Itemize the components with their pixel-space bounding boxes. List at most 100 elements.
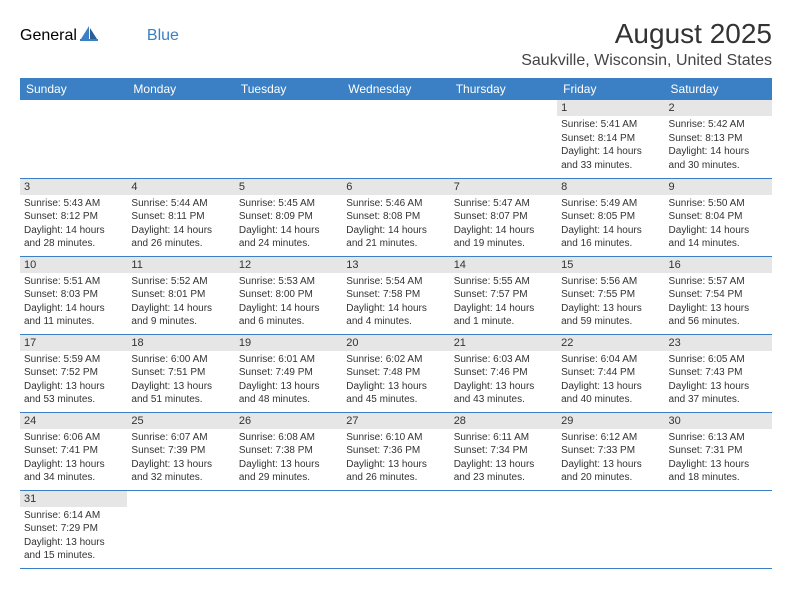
day-details: Sunrise: 6:10 AMSunset: 7:36 PMDaylight:… <box>342 429 449 489</box>
sunrise-line: Sunrise: 5:51 AM <box>24 275 123 289</box>
daylight-line: Daylight: 14 hours and 1 minute. <box>454 302 553 329</box>
calendar-cell: 10Sunrise: 5:51 AMSunset: 8:03 PMDayligh… <box>20 256 127 334</box>
sunrise-line: Sunrise: 5:43 AM <box>24 197 123 211</box>
day-number: 29 <box>557 413 664 429</box>
sunset-line: Sunset: 7:39 PM <box>131 444 230 458</box>
weekday-header: Tuesday <box>235 78 342 100</box>
sunrise-line: Sunrise: 6:12 AM <box>561 431 660 445</box>
day-details: Sunrise: 5:43 AMSunset: 8:12 PMDaylight:… <box>20 195 127 255</box>
calendar-cell <box>450 100 557 178</box>
sunset-line: Sunset: 8:11 PM <box>131 210 230 224</box>
location-text: Saukville, Wisconsin, United States <box>521 52 772 70</box>
sunrise-line: Sunrise: 5:53 AM <box>239 275 338 289</box>
day-number: 15 <box>557 257 664 273</box>
daylight-line: Daylight: 14 hours and 28 minutes. <box>24 224 123 251</box>
sunrise-line: Sunrise: 6:07 AM <box>131 431 230 445</box>
day-details: Sunrise: 6:13 AMSunset: 7:31 PMDaylight:… <box>665 429 772 489</box>
sunrise-line: Sunrise: 5:57 AM <box>669 275 768 289</box>
day-details: Sunrise: 6:00 AMSunset: 7:51 PMDaylight:… <box>127 351 234 411</box>
daylight-line: Daylight: 14 hours and 4 minutes. <box>346 302 445 329</box>
calendar-cell: 8Sunrise: 5:49 AMSunset: 8:05 PMDaylight… <box>557 178 664 256</box>
sunset-line: Sunset: 7:49 PM <box>239 366 338 380</box>
calendar-cell: 7Sunrise: 5:47 AMSunset: 8:07 PMDaylight… <box>450 178 557 256</box>
daylight-line: Daylight: 13 hours and 56 minutes. <box>669 302 768 329</box>
day-details: Sunrise: 6:11 AMSunset: 7:34 PMDaylight:… <box>450 429 557 489</box>
daylight-line: Daylight: 14 hours and 19 minutes. <box>454 224 553 251</box>
sunrise-line: Sunrise: 5:45 AM <box>239 197 338 211</box>
calendar-cell: 26Sunrise: 6:08 AMSunset: 7:38 PMDayligh… <box>235 412 342 490</box>
day-details: Sunrise: 6:14 AMSunset: 7:29 PMDaylight:… <box>20 507 127 567</box>
day-number: 30 <box>665 413 772 429</box>
day-details: Sunrise: 6:08 AMSunset: 7:38 PMDaylight:… <box>235 429 342 489</box>
sunset-line: Sunset: 8:00 PM <box>239 288 338 302</box>
sunset-line: Sunset: 7:34 PM <box>454 444 553 458</box>
sunrise-line: Sunrise: 5:59 AM <box>24 353 123 367</box>
sunset-line: Sunset: 7:46 PM <box>454 366 553 380</box>
sunset-line: Sunset: 8:03 PM <box>24 288 123 302</box>
calendar-cell: 19Sunrise: 6:01 AMSunset: 7:49 PMDayligh… <box>235 334 342 412</box>
daylight-line: Daylight: 13 hours and 59 minutes. <box>561 302 660 329</box>
day-details: Sunrise: 5:50 AMSunset: 8:04 PMDaylight:… <box>665 195 772 255</box>
sunrise-line: Sunrise: 6:11 AM <box>454 431 553 445</box>
day-number: 20 <box>342 335 449 351</box>
calendar-week-row: 3Sunrise: 5:43 AMSunset: 8:12 PMDaylight… <box>20 178 772 256</box>
calendar-cell: 24Sunrise: 6:06 AMSunset: 7:41 PMDayligh… <box>20 412 127 490</box>
logo-text-a: General <box>20 27 77 45</box>
day-number: 4 <box>127 179 234 195</box>
sunrise-line: Sunrise: 5:55 AM <box>454 275 553 289</box>
sunset-line: Sunset: 7:54 PM <box>669 288 768 302</box>
day-number: 2 <box>665 100 772 116</box>
day-details: Sunrise: 5:51 AMSunset: 8:03 PMDaylight:… <box>20 273 127 333</box>
calendar-cell <box>235 100 342 178</box>
day-details: Sunrise: 6:01 AMSunset: 7:49 PMDaylight:… <box>235 351 342 411</box>
calendar-cell: 25Sunrise: 6:07 AMSunset: 7:39 PMDayligh… <box>127 412 234 490</box>
day-number: 23 <box>665 335 772 351</box>
weekday-header: Wednesday <box>342 78 449 100</box>
calendar-cell: 16Sunrise: 5:57 AMSunset: 7:54 PMDayligh… <box>665 256 772 334</box>
sunset-line: Sunset: 7:52 PM <box>24 366 123 380</box>
day-number: 13 <box>342 257 449 273</box>
calendar-cell: 2Sunrise: 5:42 AMSunset: 8:13 PMDaylight… <box>665 100 772 178</box>
daylight-line: Daylight: 13 hours and 34 minutes. <box>24 458 123 485</box>
sunrise-line: Sunrise: 6:02 AM <box>346 353 445 367</box>
calendar-cell: 23Sunrise: 6:05 AMSunset: 7:43 PMDayligh… <box>665 334 772 412</box>
calendar-cell: 17Sunrise: 5:59 AMSunset: 7:52 PMDayligh… <box>20 334 127 412</box>
daylight-line: Daylight: 13 hours and 53 minutes. <box>24 380 123 407</box>
day-details: Sunrise: 6:05 AMSunset: 7:43 PMDaylight:… <box>665 351 772 411</box>
sunset-line: Sunset: 7:51 PM <box>131 366 230 380</box>
day-details: Sunrise: 5:53 AMSunset: 8:00 PMDaylight:… <box>235 273 342 333</box>
sunrise-line: Sunrise: 5:50 AM <box>669 197 768 211</box>
sunrise-line: Sunrise: 5:56 AM <box>561 275 660 289</box>
sunset-line: Sunset: 7:31 PM <box>669 444 768 458</box>
calendar-cell: 28Sunrise: 6:11 AMSunset: 7:34 PMDayligh… <box>450 412 557 490</box>
sunset-line: Sunset: 7:58 PM <box>346 288 445 302</box>
calendar-week-row: 17Sunrise: 5:59 AMSunset: 7:52 PMDayligh… <box>20 334 772 412</box>
day-details: Sunrise: 5:47 AMSunset: 8:07 PMDaylight:… <box>450 195 557 255</box>
sunset-line: Sunset: 8:07 PM <box>454 210 553 224</box>
day-number: 9 <box>665 179 772 195</box>
day-details: Sunrise: 5:49 AMSunset: 8:05 PMDaylight:… <box>557 195 664 255</box>
daylight-line: Daylight: 13 hours and 32 minutes. <box>131 458 230 485</box>
daylight-line: Daylight: 13 hours and 40 minutes. <box>561 380 660 407</box>
day-number: 21 <box>450 335 557 351</box>
day-number: 1 <box>557 100 664 116</box>
daylight-line: Daylight: 14 hours and 21 minutes. <box>346 224 445 251</box>
daylight-line: Daylight: 13 hours and 37 minutes. <box>669 380 768 407</box>
calendar-week-row: 31Sunrise: 6:14 AMSunset: 7:29 PMDayligh… <box>20 490 772 568</box>
day-number: 7 <box>450 179 557 195</box>
day-details: Sunrise: 5:57 AMSunset: 7:54 PMDaylight:… <box>665 273 772 333</box>
calendar-cell: 1Sunrise: 5:41 AMSunset: 8:14 PMDaylight… <box>557 100 664 178</box>
logo-text-b: Blue <box>147 27 179 45</box>
calendar-cell: 21Sunrise: 6:03 AMSunset: 7:46 PMDayligh… <box>450 334 557 412</box>
day-number: 22 <box>557 335 664 351</box>
day-details: Sunrise: 6:12 AMSunset: 7:33 PMDaylight:… <box>557 429 664 489</box>
daylight-line: Daylight: 13 hours and 45 minutes. <box>346 380 445 407</box>
sunrise-line: Sunrise: 6:04 AM <box>561 353 660 367</box>
daylight-line: Daylight: 13 hours and 26 minutes. <box>346 458 445 485</box>
day-details: Sunrise: 5:41 AMSunset: 8:14 PMDaylight:… <box>557 116 664 176</box>
logo: General Blue <box>20 18 179 47</box>
sunrise-line: Sunrise: 6:05 AM <box>669 353 768 367</box>
sunrise-line: Sunrise: 5:52 AM <box>131 275 230 289</box>
daylight-line: Daylight: 13 hours and 15 minutes. <box>24 536 123 563</box>
sunset-line: Sunset: 8:08 PM <box>346 210 445 224</box>
